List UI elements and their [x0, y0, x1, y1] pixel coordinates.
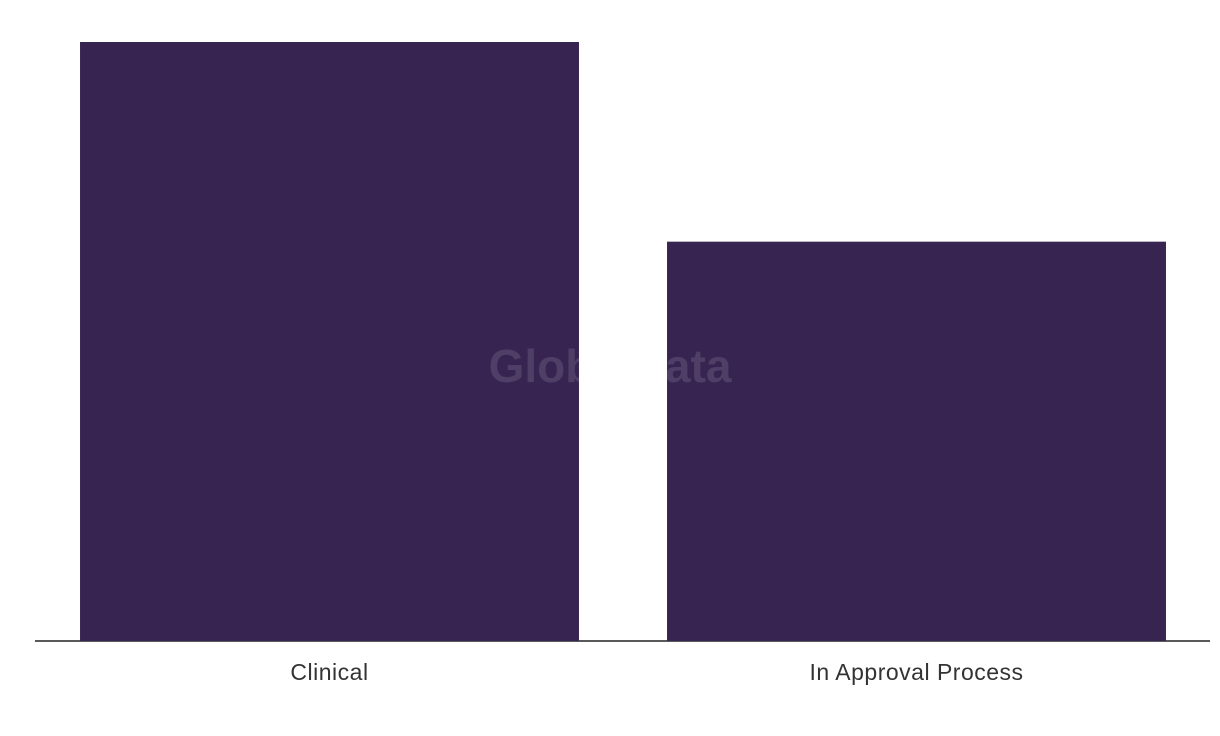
- bar: [80, 42, 579, 641]
- watermark: GlobalData: [489, 340, 732, 392]
- x-tick-label: In Approval Process: [809, 659, 1023, 685]
- x-tick-label: Clinical: [290, 659, 368, 685]
- bar: [667, 241, 1166, 641]
